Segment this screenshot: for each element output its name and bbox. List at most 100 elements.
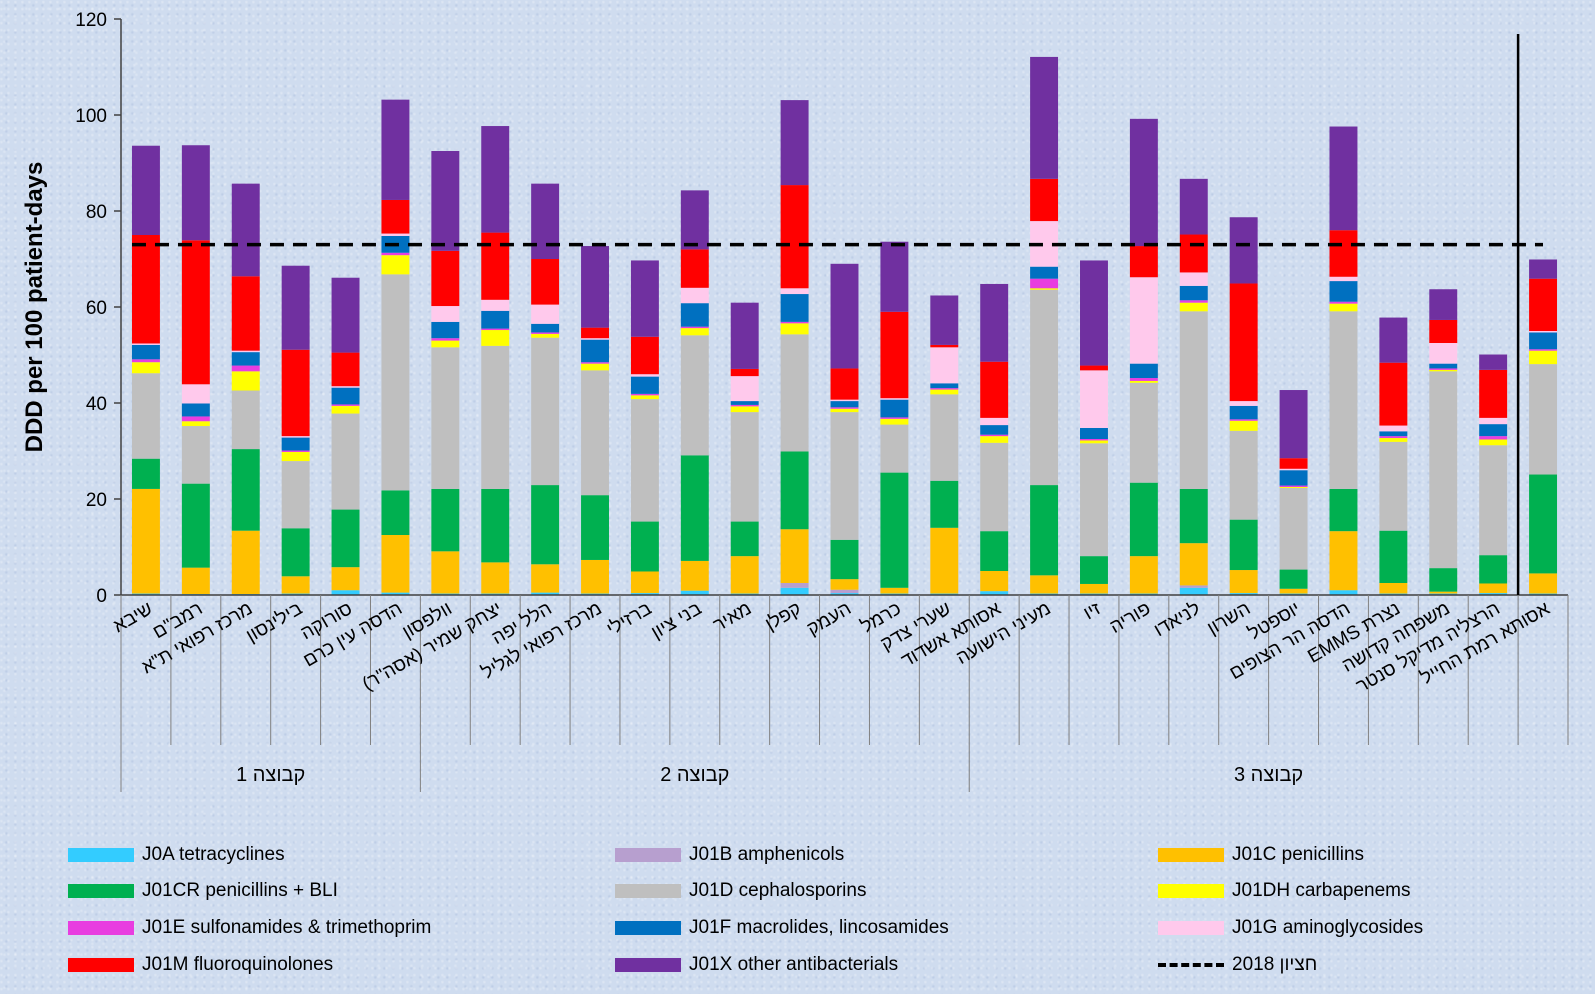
bar-segment bbox=[531, 564, 560, 593]
category-label: בילינסון bbox=[243, 598, 306, 647]
legend-label: J01F macrolides, lincosamides bbox=[689, 917, 949, 938]
bar-segment bbox=[231, 183, 260, 277]
bar-segment bbox=[1179, 272, 1208, 286]
bar-segment bbox=[281, 461, 310, 529]
bar-segment bbox=[1329, 531, 1358, 591]
bar-segment bbox=[980, 425, 1009, 435]
bar-segment bbox=[1329, 303, 1358, 312]
bar-segment bbox=[1479, 593, 1508, 595]
bar-segment bbox=[481, 488, 510, 563]
bar-segment bbox=[1179, 585, 1208, 588]
bar-segment bbox=[1329, 276, 1358, 282]
bar-segment bbox=[431, 551, 460, 594]
bar-segment bbox=[680, 328, 709, 336]
bar-segment bbox=[381, 99, 410, 200]
bar-segment bbox=[1329, 311, 1358, 489]
bar-segment bbox=[830, 408, 859, 413]
bar-segment bbox=[331, 413, 360, 510]
bar-segment bbox=[181, 421, 210, 427]
legend-label: J01X other antibacterials bbox=[689, 954, 899, 975]
bar-segment bbox=[1030, 178, 1059, 222]
bar-segment bbox=[1129, 382, 1158, 483]
bar-segment bbox=[1129, 363, 1158, 379]
bar-segment bbox=[231, 350, 260, 353]
bar-segment bbox=[630, 571, 659, 594]
bar-segment bbox=[1129, 246, 1158, 278]
bar-segment bbox=[1379, 438, 1408, 442]
bar-segment bbox=[1030, 288, 1059, 290]
bar-segment bbox=[281, 528, 310, 577]
bar-segment bbox=[381, 535, 410, 593]
legend-label: J01M fluoroquinolones bbox=[142, 954, 334, 975]
bar-segment bbox=[630, 260, 659, 337]
bar-segment bbox=[730, 521, 759, 557]
bar-segment bbox=[1229, 519, 1258, 571]
bar-segment bbox=[181, 240, 210, 385]
legend-swatch bbox=[615, 848, 681, 862]
y-tick-label: 100 bbox=[75, 106, 107, 127]
bar-segment bbox=[1179, 543, 1208, 586]
bar-segment bbox=[331, 567, 360, 591]
bar-segment bbox=[1529, 364, 1558, 475]
bar-segment bbox=[930, 394, 959, 481]
bar-segment bbox=[531, 333, 560, 338]
bar-segment bbox=[1030, 485, 1059, 576]
bar-segment bbox=[1429, 568, 1458, 592]
bar-segment bbox=[1429, 369, 1458, 372]
bar-segment bbox=[1529, 350, 1558, 365]
bar-segment bbox=[181, 483, 210, 568]
bar-segment bbox=[1179, 311, 1208, 489]
bar-segment bbox=[1030, 289, 1059, 486]
bar-segment bbox=[481, 310, 510, 329]
bar-segment bbox=[1179, 178, 1208, 235]
y-axis: 0 20 40 60 80 100 120 bbox=[75, 10, 122, 607]
bar-segment bbox=[780, 451, 809, 530]
legend-swatch bbox=[68, 921, 134, 935]
legend-item: J01D cephalosporins bbox=[615, 878, 866, 904]
bar-segment bbox=[980, 417, 1009, 426]
bar-segment bbox=[880, 417, 909, 419]
bar-segment bbox=[630, 593, 659, 595]
bar-segment bbox=[780, 334, 809, 452]
bar-segment bbox=[281, 450, 310, 452]
bar-segment bbox=[181, 145, 210, 241]
bar-segment bbox=[1129, 277, 1158, 364]
legend-item: J0A tetracyclines bbox=[68, 842, 285, 868]
bar-segment bbox=[431, 151, 460, 251]
legend-item: J01DH carbapenems bbox=[1158, 878, 1410, 904]
bar-segment bbox=[1229, 570, 1258, 594]
bar-segment bbox=[680, 249, 709, 288]
y-tick-label: 60 bbox=[86, 298, 107, 319]
bar-segment bbox=[431, 347, 460, 489]
bar-segment bbox=[830, 412, 859, 540]
bar-segment bbox=[980, 436, 1009, 443]
bar-segment bbox=[231, 371, 260, 391]
bar-segment bbox=[1529, 331, 1558, 333]
bar-segment bbox=[431, 340, 460, 348]
bar-segment bbox=[1229, 420, 1258, 431]
bar-segment bbox=[1379, 362, 1408, 426]
bar-segment bbox=[730, 412, 759, 522]
bar-segment bbox=[630, 395, 659, 400]
bar-segment bbox=[780, 294, 809, 322]
bar-segment bbox=[231, 365, 260, 372]
bar-segment bbox=[1479, 436, 1508, 440]
legend-item-target: חציון 2018 bbox=[1158, 952, 1317, 978]
bar-segment bbox=[331, 405, 360, 414]
bar-segment bbox=[980, 361, 1009, 418]
bar-segment bbox=[481, 299, 510, 311]
bar-segment bbox=[231, 530, 260, 595]
bar-segment bbox=[281, 436, 310, 438]
legend-swatch bbox=[615, 884, 681, 898]
bar-segment bbox=[331, 590, 360, 595]
bar-segment bbox=[281, 451, 310, 462]
bar-segment bbox=[381, 274, 410, 491]
bar-segment bbox=[980, 531, 1009, 571]
legend-swatch bbox=[615, 921, 681, 935]
legend-item: J01CR penicillins + BLI bbox=[68, 878, 338, 904]
bar-segment bbox=[381, 233, 410, 236]
bar-segment bbox=[980, 283, 1009, 362]
bar-segment bbox=[1030, 278, 1059, 289]
category-label: זיו bbox=[1080, 598, 1104, 624]
bar-segment bbox=[231, 276, 260, 351]
